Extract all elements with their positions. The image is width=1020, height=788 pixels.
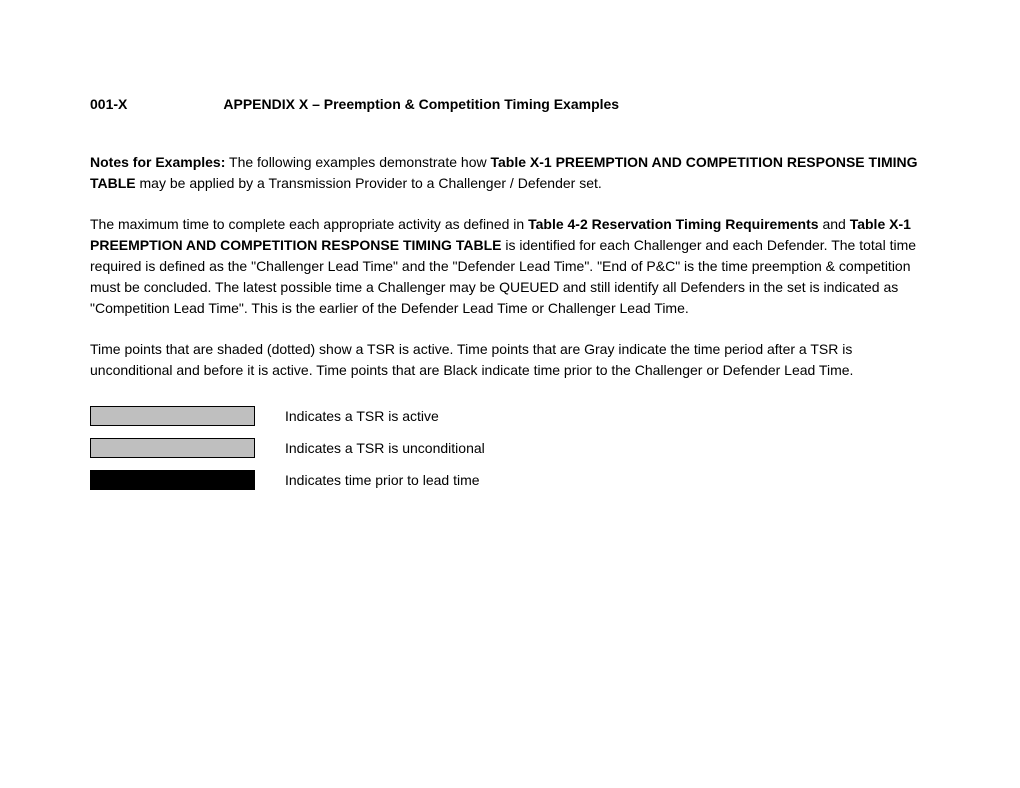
legend-row-active: Indicates a TSR is active [90,406,930,426]
legend-swatch-active [90,406,255,426]
paragraph-notes: Notes for Examples: The following exampl… [90,152,930,194]
notes-text-1: The following examples demonstrate how [225,154,490,170]
legend-row-unconditional: Indicates a TSR is unconditional [90,438,930,458]
legend-row-prior: Indicates time prior to lead time [90,470,930,490]
maxtime-table-ref-1: Table 4-2 Reservation Timing Requirement… [528,216,818,232]
paragraph-maxtime: The maximum time to complete each approp… [90,214,930,319]
notes-text-2: may be applied by a Transmission Provide… [136,175,602,191]
legend-label-prior: Indicates time prior to lead time [285,472,480,488]
maxtime-text-1: The maximum time to complete each approp… [90,216,528,232]
paragraph-timepoints: Time points that are shaded (dotted) sho… [90,339,930,381]
maxtime-text-2: and [819,216,850,232]
document-header: 001-X APPENDIX X – Preemption & Competit… [90,96,930,112]
timepoints-text: Time points that are shaded (dotted) sho… [90,341,853,378]
notes-label: Notes for Examples: [90,154,225,170]
header-title: APPENDIX X – Preemption & Competition Ti… [223,96,619,112]
legend: Indicates a TSR is active Indicates a TS… [90,406,930,490]
legend-label-unconditional: Indicates a TSR is unconditional [285,440,485,456]
legend-label-active: Indicates a TSR is active [285,408,439,424]
legend-swatch-unconditional [90,438,255,458]
legend-swatch-prior [90,470,255,490]
header-code: 001-X [90,96,220,112]
